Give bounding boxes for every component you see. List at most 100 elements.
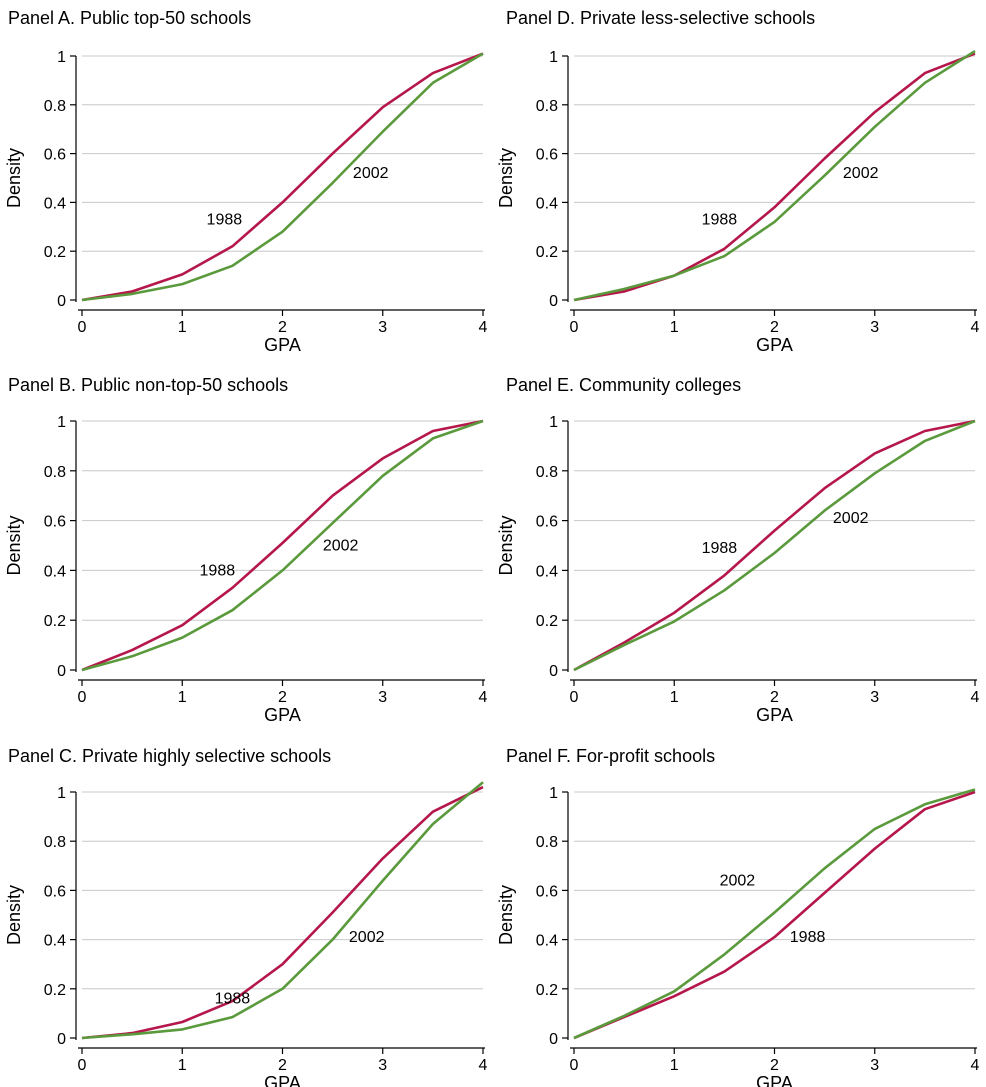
series-line-2002 (81, 781, 484, 1040)
x-tick-label: 3 (378, 319, 387, 336)
panel-a: Panel A. Public top-50 schools 0 0.2 0.4 0.6… (4, 8, 488, 355)
y-axis-label: Density (4, 148, 24, 208)
series-label-1988: 1988 (702, 540, 738, 557)
x-axis-label: GPA (264, 705, 301, 725)
y-tick-label: 0 (549, 663, 558, 680)
series-line-1988 (573, 790, 976, 1040)
y-tick-label: 1 (549, 49, 558, 66)
series-line-1988 (81, 785, 484, 1040)
y-tick-label: 0 (549, 1031, 558, 1048)
series-label-2002: 2002 (349, 929, 385, 946)
y-tick-label: 0.2 (536, 244, 558, 261)
y-tick-label: 0.6 (536, 514, 558, 531)
x-tick-label: 3 (870, 1057, 879, 1074)
y-tick-label: 0.8 (536, 98, 558, 115)
x-axis-label: GPA (264, 1073, 301, 1087)
y-tick-label: 0.4 (44, 933, 66, 950)
x-tick-label: 2 (770, 689, 779, 706)
y-axis-label: Density (496, 885, 516, 945)
series-line-2002 (573, 788, 976, 1040)
y-tick-label: 1 (57, 785, 66, 802)
series-label-2002: 2002 (353, 165, 389, 182)
x-tick-label: 4 (971, 1057, 980, 1074)
x-tick-label: 2 (278, 689, 287, 706)
y-tick-label: 1 (57, 49, 66, 66)
y-tick-label: 0.2 (44, 982, 66, 999)
x-tick-label: 0 (78, 689, 87, 706)
series-label-2002: 2002 (843, 165, 879, 182)
x-tick-label: 3 (870, 689, 879, 706)
panel-title: Panel E. Community colleges (506, 375, 741, 395)
x-tick-label: 0 (78, 319, 87, 336)
x-axis-label: GPA (756, 335, 793, 355)
x-axis-label: GPA (264, 335, 301, 355)
y-tick-label: 0.6 (44, 147, 66, 164)
x-tick-label: 2 (770, 319, 779, 336)
y-tick-label: 0.2 (536, 613, 558, 630)
x-tick-label: 1 (670, 319, 679, 336)
x-tick-label: 3 (870, 319, 879, 336)
x-axis-label: GPA (756, 705, 793, 725)
panel-b: Panel B. Public non-top-50 schools 0 0.2 0.… (4, 375, 488, 725)
x-tick-label: 0 (570, 319, 579, 336)
x-tick-label: 1 (178, 689, 187, 706)
series-label-1988: 1988 (702, 211, 738, 228)
y-tick-label: 0.4 (536, 563, 558, 580)
panel-d: Panel D. Private less-selective schools 0… (496, 8, 980, 355)
series-line-2002 (573, 50, 976, 302)
x-tick-label: 0 (570, 1057, 579, 1074)
series-label-1988: 1988 (215, 991, 251, 1008)
y-tick-label: 1 (549, 785, 558, 802)
y-axis-label: Density (4, 515, 24, 575)
panel-title: Panel B. Public non-top-50 schools (8, 375, 288, 395)
series-label-2002: 2002 (323, 537, 359, 554)
series-line-1988 (81, 419, 484, 672)
series-label-1988: 1988 (207, 211, 243, 228)
y-tick-label: 0.8 (44, 464, 66, 481)
y-tick-label: 0.8 (536, 834, 558, 851)
series-label-2002: 2002 (720, 872, 756, 889)
x-tick-label: 1 (670, 1057, 679, 1074)
y-tick-label: 0.4 (44, 563, 66, 580)
x-tick-label: 3 (378, 689, 387, 706)
panel-f: Panel F. For-profit schools 0 0.2 0.4 0.6 0.8… (496, 746, 980, 1087)
series-label-1988: 1988 (790, 929, 826, 946)
y-tick-label: 0.4 (44, 195, 66, 212)
panel-title: Panel F. For-profit schools (506, 746, 715, 766)
x-tick-label: 4 (479, 689, 488, 706)
y-axis-label: Density (4, 885, 24, 945)
y-tick-label: 0.6 (536, 883, 558, 900)
y-tick-label: 0.2 (44, 613, 66, 630)
y-tick-label: 0.6 (44, 883, 66, 900)
x-tick-label: 4 (971, 319, 980, 336)
y-tick-label: 0.4 (536, 195, 558, 212)
y-tick-label: 0.8 (536, 464, 558, 481)
panel-title: Panel A. Public top-50 schools (8, 8, 251, 28)
y-tick-label: 0 (549, 293, 558, 310)
y-tick-label: 0.8 (44, 98, 66, 115)
x-tick-label: 3 (378, 1057, 387, 1074)
x-tick-label: 4 (479, 1057, 488, 1074)
y-tick-label: 1 (57, 414, 66, 431)
y-tick-label: 1 (549, 414, 558, 431)
x-tick-label: 0 (570, 689, 579, 706)
x-tick-label: 0 (78, 1057, 87, 1074)
x-tick-label: 1 (670, 689, 679, 706)
series-line-2002 (573, 419, 976, 672)
x-tick-label: 4 (971, 689, 980, 706)
y-tick-label: 0.8 (44, 834, 66, 851)
y-tick-label: 0 (57, 293, 66, 310)
y-axis-label: Density (496, 148, 516, 208)
x-tick-label: 4 (479, 319, 488, 336)
y-tick-label: 0 (57, 1031, 66, 1048)
y-tick-label: 0 (57, 663, 66, 680)
x-tick-label: 2 (278, 1057, 287, 1074)
panel-title: Panel C. Private highly selective school… (8, 746, 331, 766)
series-line-1988 (81, 52, 484, 302)
series-line-1988 (573, 52, 976, 302)
y-tick-label: 0.6 (536, 147, 558, 164)
series-label-1988: 1988 (200, 562, 236, 579)
x-tick-label: 1 (178, 1057, 187, 1074)
x-axis-label: GPA (756, 1073, 793, 1087)
